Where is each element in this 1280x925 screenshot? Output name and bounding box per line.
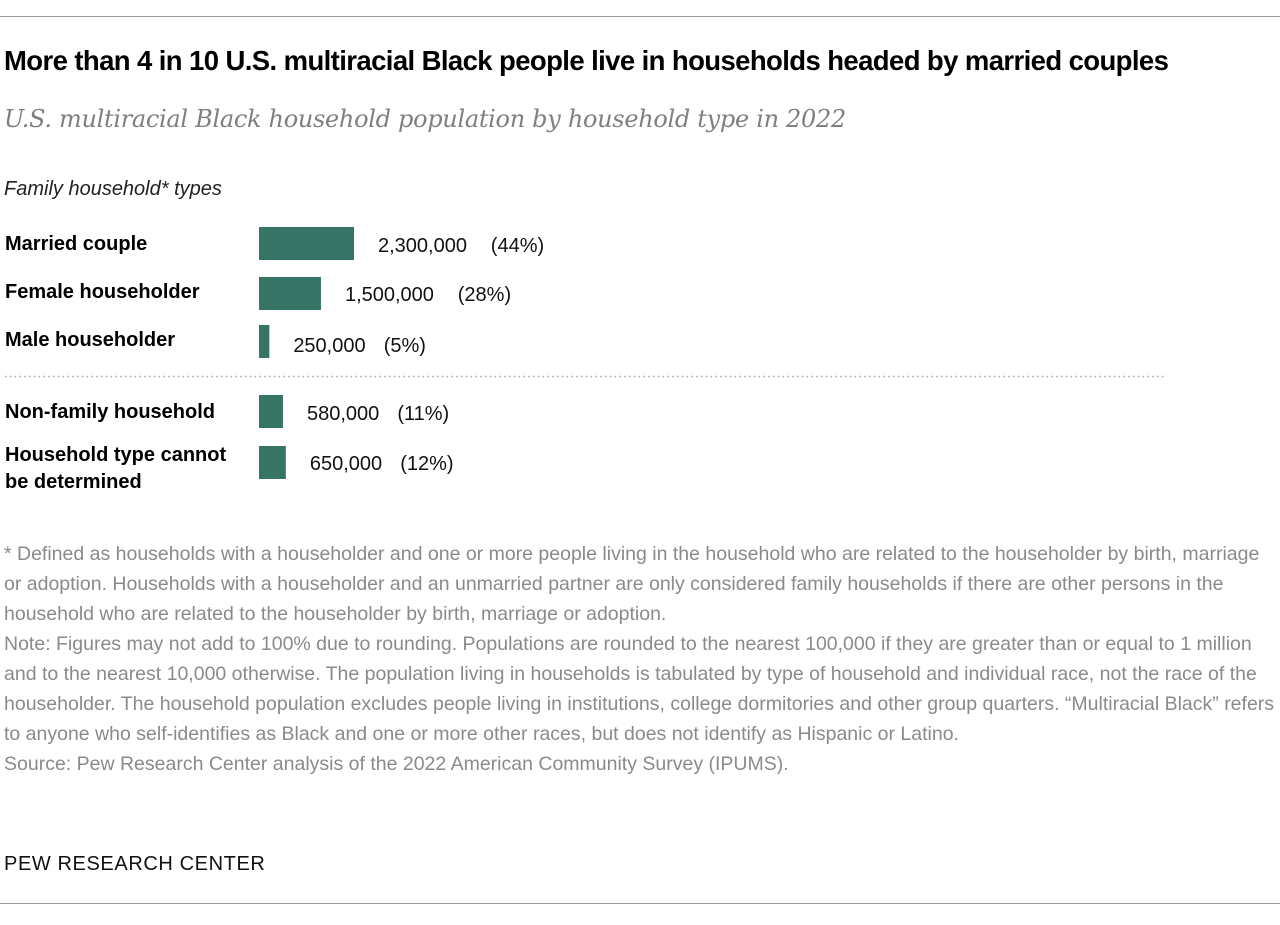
group-label-family: Family household* types xyxy=(4,178,222,200)
category-label: Household type cannot xyxy=(5,444,226,466)
bar xyxy=(259,277,321,310)
bottom-rule xyxy=(0,903,1280,904)
bar xyxy=(259,325,270,358)
category-label: Male householder xyxy=(5,329,175,351)
bar xyxy=(259,395,283,428)
category-label: Female householder xyxy=(5,281,200,303)
value-label: 2,300,000 xyxy=(378,235,467,257)
value-label: 580,000 xyxy=(307,403,379,425)
percent-label: (11%) xyxy=(397,403,449,425)
percent-label: (44%) xyxy=(491,235,544,257)
category-label: Non-family household xyxy=(5,401,215,423)
category-label: be determined xyxy=(5,471,142,493)
footnote-asterisk: * Defined as households with a household… xyxy=(4,543,1260,625)
chart-subtitle: U.S. multiracial Black household populat… xyxy=(4,105,846,133)
footnotes: * Defined as households with a household… xyxy=(4,539,1278,779)
bar xyxy=(259,227,354,260)
percent-label: (28%) xyxy=(458,284,511,306)
value-label: 650,000 xyxy=(310,453,382,475)
category-label: Married couple xyxy=(5,233,147,255)
footnote-source: Source: Pew Research Center analysis of … xyxy=(4,753,789,775)
top-rule xyxy=(0,16,1280,17)
bar xyxy=(259,446,286,479)
footnote-note: Note: Figures may not add to 100% due to… xyxy=(4,633,1275,745)
brand-label: PEW RESEARCH CENTER xyxy=(4,853,266,875)
percent-label: (5%) xyxy=(384,335,426,357)
chart-title: More than 4 in 10 U.S. multiracial Black… xyxy=(4,45,1169,76)
bar-chart: Married couple 2,300,000 (44%) Female house… xyxy=(5,227,1165,493)
percent-label: (12%) xyxy=(400,453,453,475)
value-label: 250,000 xyxy=(293,335,365,357)
value-label: 1,500,000 xyxy=(345,284,434,306)
